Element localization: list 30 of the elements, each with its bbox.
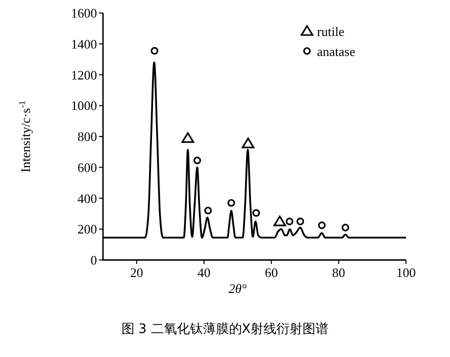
point (252, 209, 260, 217)
point (296, 218, 304, 226)
point (193, 156, 202, 164)
point (318, 221, 326, 230)
caption: 图 3 二氧化钛薄膜的X射线衍射图谱 (121, 322, 329, 337)
y-tick-label: 400 (78, 190, 97, 206)
x-tick-label: 100 (396, 265, 416, 280)
y-tick-label: 0 (90, 252, 97, 268)
point (227, 199, 236, 207)
x-tick-label: 80 (332, 265, 346, 280)
x-axis-title: 2θ° (228, 281, 247, 296)
point (242, 138, 254, 148)
point (342, 224, 350, 232)
point (182, 132, 194, 143)
x-tick-label: 60 (264, 265, 278, 280)
y-tick-label: 1400 (71, 36, 97, 52)
legend-label: rutile (317, 24, 345, 39)
legend-label: anatase (317, 44, 356, 59)
y-tick-label: 600 (78, 160, 97, 175)
x-tick-label: 20 (130, 265, 144, 280)
point (286, 218, 294, 226)
point (273, 216, 286, 226)
y-tick-label: 1600 (71, 6, 97, 20)
y-tick-label: 200 (78, 222, 97, 237)
y-tick-label: 1200 (71, 67, 97, 82)
point (204, 206, 212, 214)
y-tick-label: 1000 (71, 98, 97, 114)
point (150, 47, 158, 55)
y-tick-label: 800 (78, 129, 97, 144)
x-tick-label: 40 (198, 265, 210, 280)
